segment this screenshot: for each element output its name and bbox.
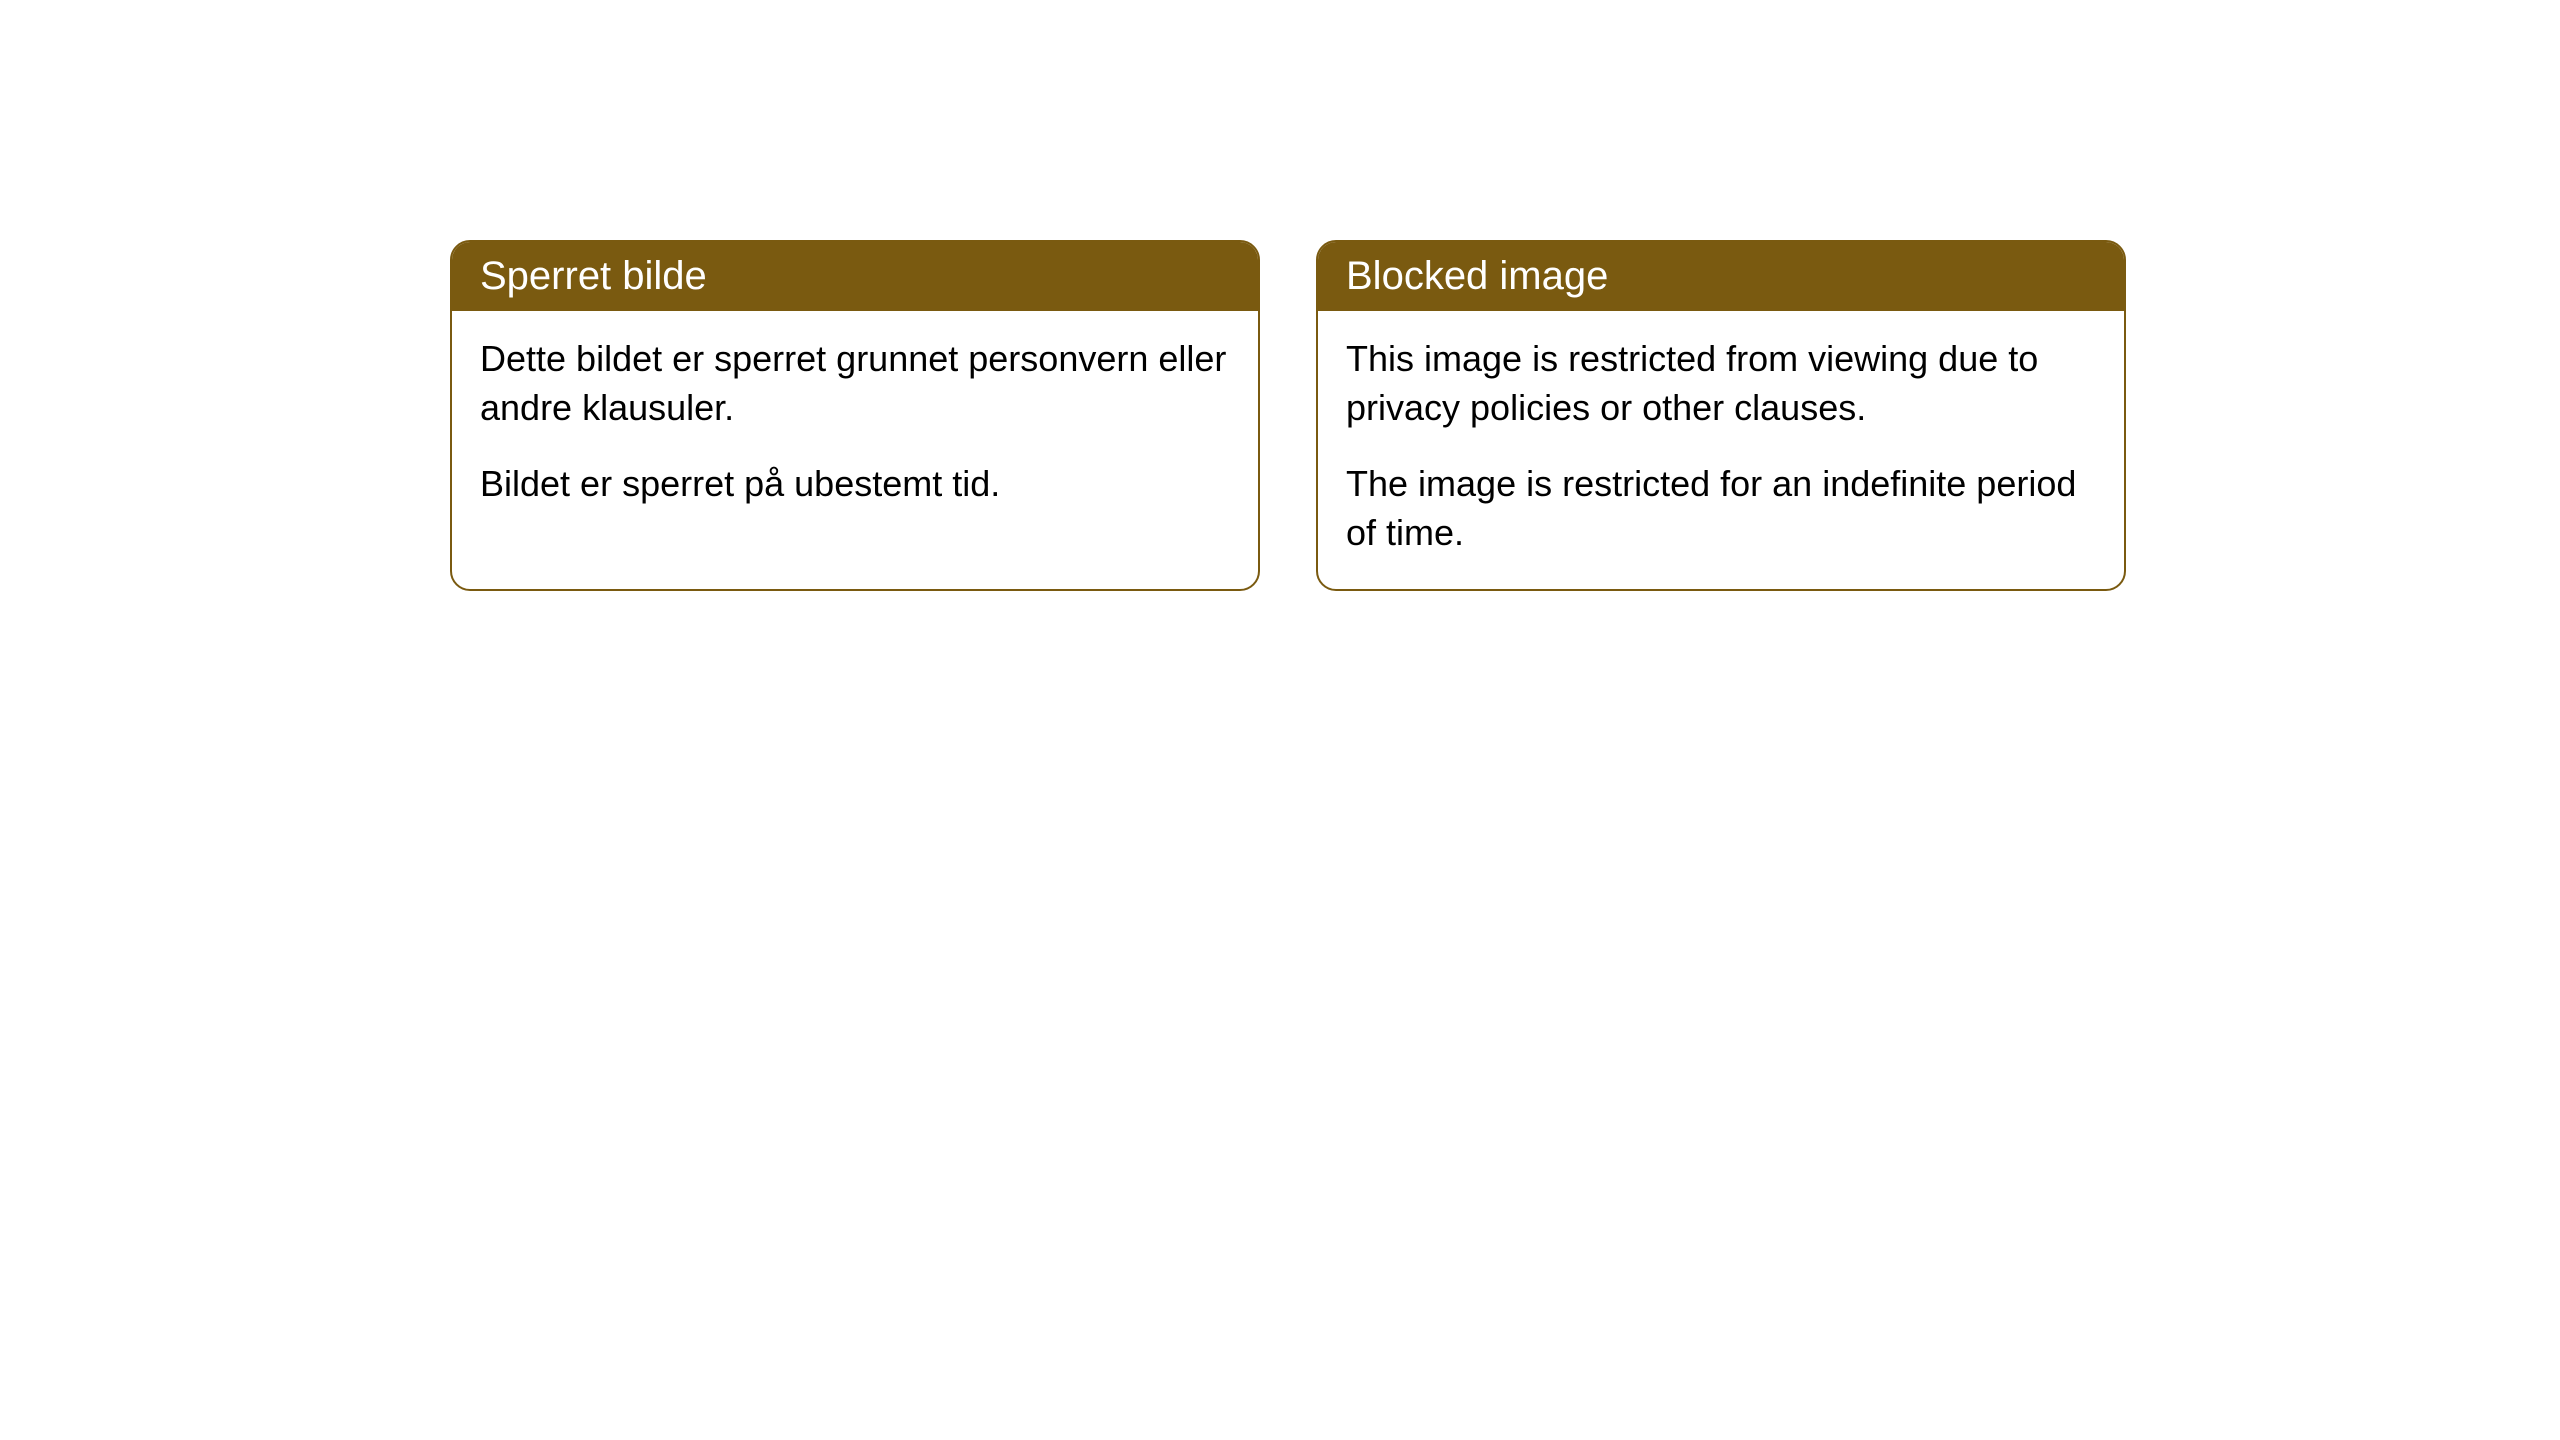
- card-body: Dette bildet er sperret grunnet personve…: [452, 311, 1258, 541]
- card-title: Blocked image: [1346, 254, 1608, 298]
- card-body: This image is restricted from viewing du…: [1318, 311, 2124, 589]
- card-paragraph-1: This image is restricted from viewing du…: [1346, 335, 2096, 432]
- blocked-image-card-norwegian: Sperret bilde Dette bildet er sperret gr…: [450, 240, 1260, 591]
- blocked-image-card-english: Blocked image This image is restricted f…: [1316, 240, 2126, 591]
- card-paragraph-1: Dette bildet er sperret grunnet personve…: [480, 335, 1230, 432]
- card-title: Sperret bilde: [480, 254, 707, 298]
- notice-cards-container: Sperret bilde Dette bildet er sperret gr…: [450, 240, 2560, 591]
- card-header: Sperret bilde: [452, 242, 1258, 311]
- card-header: Blocked image: [1318, 242, 2124, 311]
- card-paragraph-2: Bildet er sperret på ubestemt tid.: [480, 460, 1230, 509]
- card-paragraph-2: The image is restricted for an indefinit…: [1346, 460, 2096, 557]
